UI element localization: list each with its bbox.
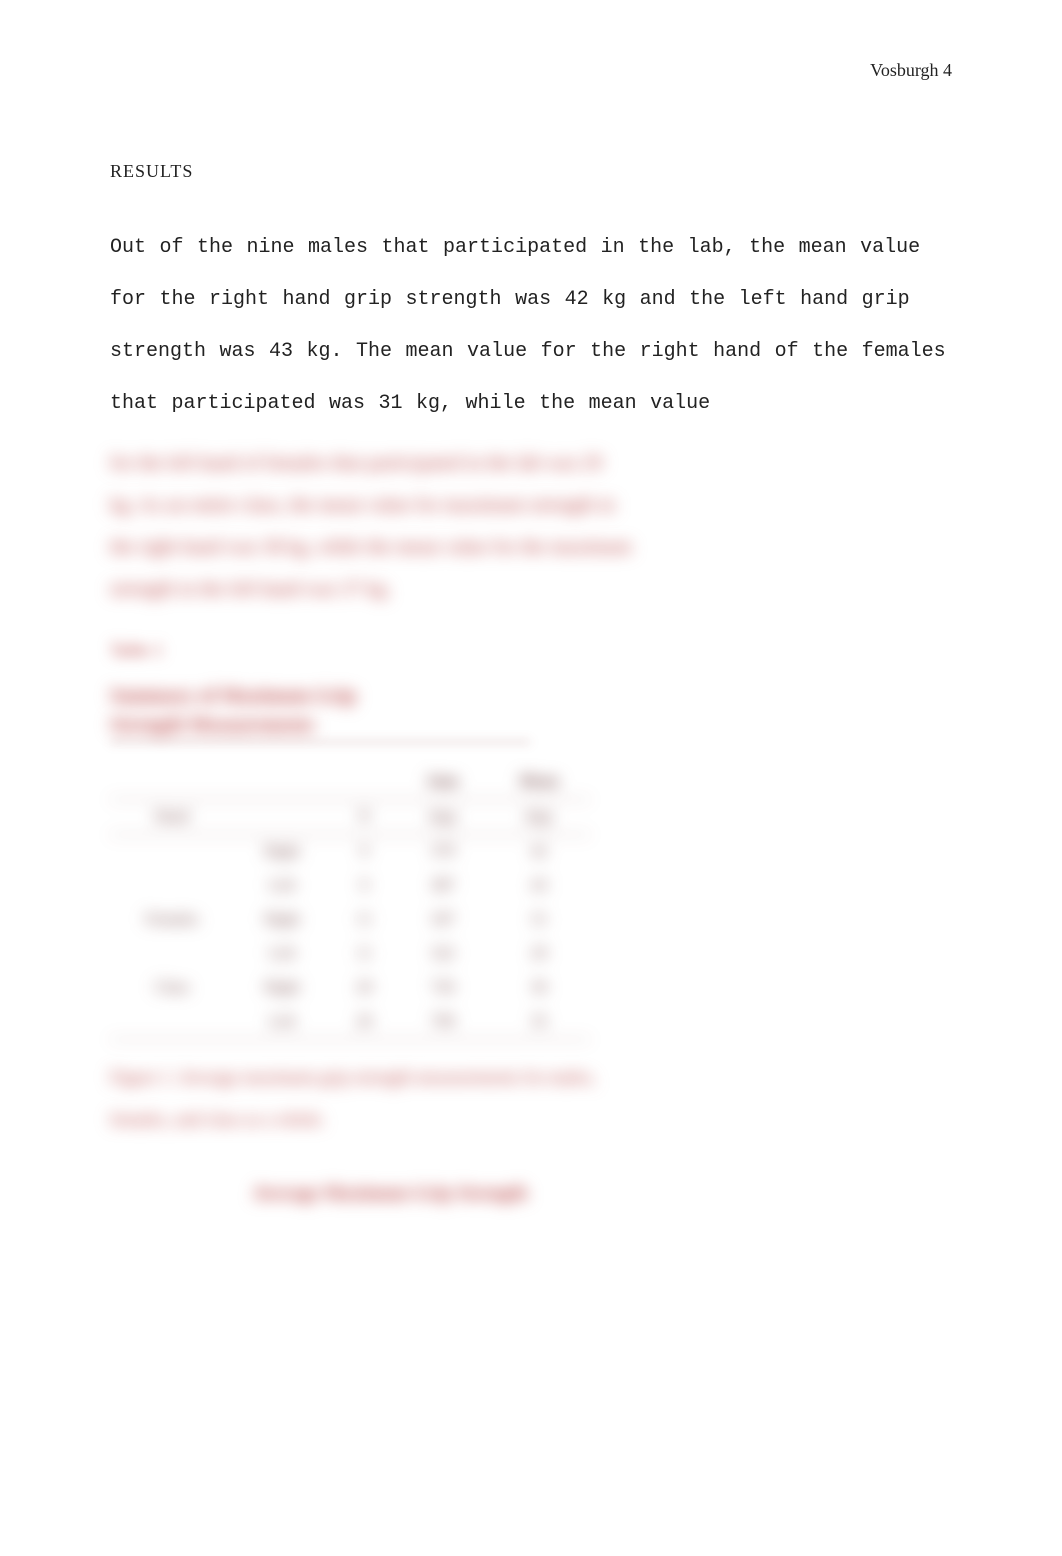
table-cell [110,835,234,870]
blurred-line: kg. As an entire class, the mean value f… [110,484,952,526]
table-cell [234,800,331,835]
table-cell: (kg) [488,800,590,835]
table-row: Females Right 11 347 31 [110,903,590,937]
table-cell: 709 [398,1005,488,1040]
table-cell: 35 [488,1005,590,1040]
table-head [110,765,234,800]
table-cell: 29 [488,937,590,971]
table-cell: 31 [488,903,590,937]
table-cell: 11 [331,903,398,937]
table-cell: Left [234,1005,331,1040]
table-cell: 322 [398,937,488,971]
table-head: Mean [488,765,590,800]
results-paragraph: Out of the nine males that participated … [110,222,952,430]
table-cell: 43 [488,869,590,903]
table-head [331,765,398,800]
table-cell: Right [234,835,331,870]
running-head: Vosburgh 4 [110,60,952,81]
table-cell: N [331,800,398,835]
table-cell: Left [234,869,331,903]
table-cell [110,937,234,971]
table-cell: 379 [398,835,488,870]
section-heading-results: RESULTS [110,161,952,182]
table-cell: (kg) [398,800,488,835]
blurred-table-title: Summary of Maximum Grip [110,685,952,708]
table-cell: Right [234,971,331,1005]
table-cell: 20 [331,1005,398,1040]
table-row: Left 9 387 43 [110,869,590,903]
blurred-chart-title: Average Maximum Grip Strength [110,1183,670,1205]
blurred-table-subtitle: Strength Measurements [110,714,952,737]
table-cell: 347 [398,903,488,937]
blurred-preview-region: for the left hand of females that partic… [110,438,952,1205]
table-head: Sum [398,765,488,800]
table-cell: 387 [398,869,488,903]
blurred-table-label: Table 1 [110,640,952,661]
blurred-rule [110,741,530,743]
table-cell: 20 [331,971,398,1005]
table-row: Sum Mean [110,765,590,800]
table-cell [110,1005,234,1040]
table-row: Hand N (kg) (kg) [110,800,590,835]
table-row: Left 20 709 35 [110,1005,590,1040]
blurred-figure-caption: Figure 1. Average maximum grip strength … [110,1058,952,1098]
blurred-line: strength in the left hand was 37 kg. [110,568,952,610]
table-row: Left 11 322 29 [110,937,590,971]
table-cell: 11 [331,937,398,971]
table-head [234,765,331,800]
table-cell: Females [110,903,234,937]
document-page: Vosburgh 4 RESULTS Out of the nine males… [0,0,1062,1556]
table-row: Class Right 20 726 36 [110,971,590,1005]
table-row: Right 9 379 42 [110,835,590,870]
blurred-figure-caption: females, and class as a whole. [110,1100,952,1140]
blurred-table: Sum Mean Hand N (kg) (kg) Right 9 379 42… [110,765,590,1040]
table-cell: 36 [488,971,590,1005]
table-cell: Left [234,937,331,971]
blurred-line: for the left hand of females that partic… [110,442,952,484]
table-cell: 726 [398,971,488,1005]
table-cell: 42 [488,835,590,870]
table-cell: 9 [331,869,398,903]
table-cell [110,869,234,903]
table-cell: 9 [331,835,398,870]
table-cell: Right [234,903,331,937]
table-cell: Class [110,971,234,1005]
table-cell: Hand [110,800,234,835]
blurred-line: the right hand was 38 kg, while the mean… [110,526,952,568]
